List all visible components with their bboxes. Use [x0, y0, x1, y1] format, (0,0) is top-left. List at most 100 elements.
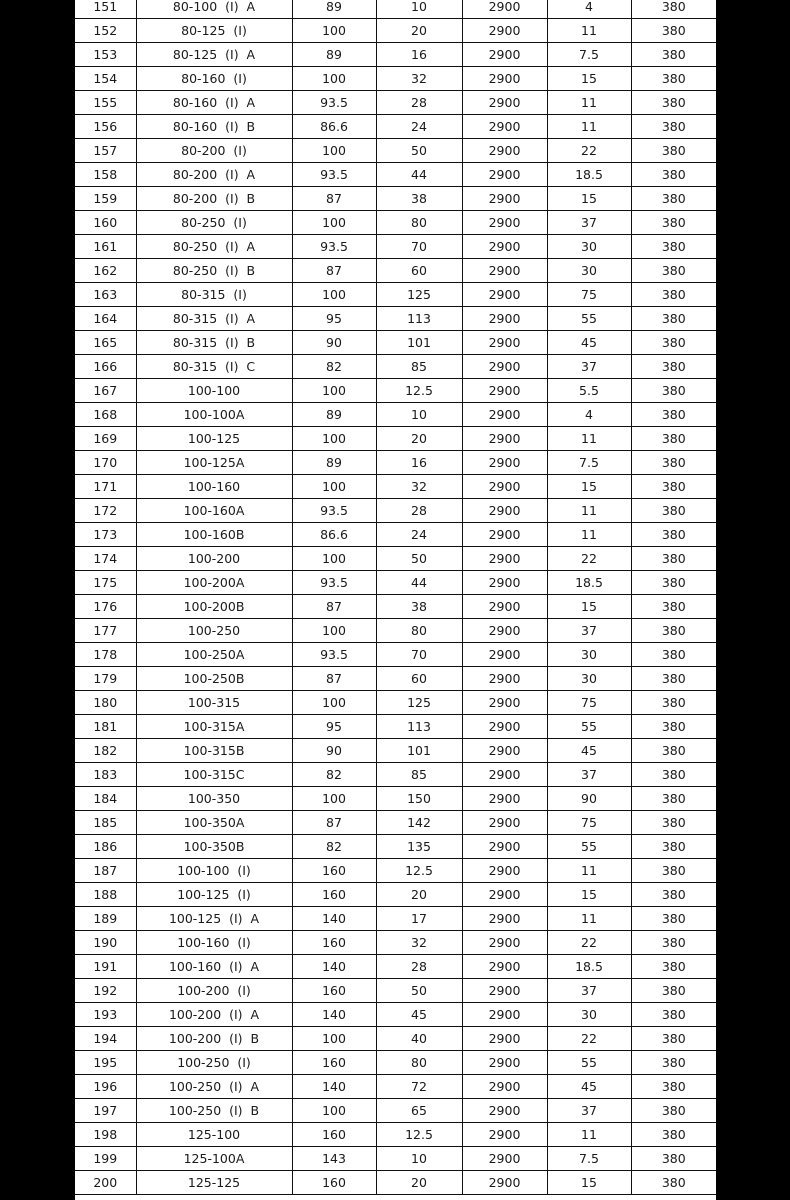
- cell-power: 7.5: [546, 42, 632, 67]
- cell-power: 11: [546, 90, 632, 115]
- cell-flow: 87: [291, 258, 377, 283]
- cell-voltage: 380: [630, 18, 716, 43]
- cell-model: 80-200 (I) A: [135, 162, 293, 187]
- cell-power: 37: [546, 1098, 632, 1123]
- table-row: 161 80-250 (I) A 93.5 70 2900 30 380: [75, 234, 716, 259]
- cell-flow: 89: [291, 0, 377, 19]
- cell-head: 32: [375, 474, 463, 499]
- cell-row-number: 153: [75, 42, 137, 67]
- cell-row-number: 185: [75, 810, 137, 835]
- table-row: 172 100-160A 93.5 28 2900 11 380: [75, 498, 716, 523]
- cell-flow: 140: [291, 954, 377, 979]
- cell-voltage: 380: [630, 1122, 716, 1147]
- cell-model: 80-160 (I) A: [135, 90, 293, 115]
- cell-flow: 160: [291, 1122, 377, 1147]
- cell-model: 80-160 (I): [135, 66, 293, 91]
- cell-model: 100-125: [135, 426, 293, 451]
- cell-power: 11: [546, 498, 632, 523]
- cell-power: 30: [546, 258, 632, 283]
- cell-voltage: 380: [630, 882, 716, 907]
- cell-head: 113: [375, 306, 463, 331]
- cell-flow: 100: [291, 546, 377, 571]
- cell-power: 11: [546, 18, 632, 43]
- cell-model: 125-100: [135, 1122, 293, 1147]
- cell-speed: 2900: [461, 570, 548, 595]
- cell-row-number: 192: [75, 978, 137, 1003]
- cell-model: 100-200 (I) B: [135, 1026, 293, 1051]
- cell-speed: 2900: [461, 906, 548, 931]
- cell-model: 100-200 (I) A: [135, 1002, 293, 1027]
- cell-power: 7.5: [546, 1146, 632, 1171]
- cell-head: 125: [375, 690, 463, 715]
- cell-row-number: 158: [75, 162, 137, 187]
- cell-speed: 2900: [461, 42, 548, 67]
- cell-model: 100-250: [135, 618, 293, 643]
- cell-speed: 2900: [461, 1146, 548, 1171]
- table-row: 153 80-125 (I) A 89 16 2900 7.5 380: [75, 42, 716, 67]
- cell-row-number: 172: [75, 498, 137, 523]
- cell-head: 10: [375, 1146, 463, 1171]
- cell-flow: 140: [291, 1002, 377, 1027]
- cell-speed: 2900: [461, 258, 548, 283]
- cell-voltage: 380: [630, 42, 716, 67]
- cell-model: 100-200: [135, 546, 293, 571]
- table-row: 158 80-200 (I) A 93.5 44 2900 18.5 380: [75, 162, 716, 187]
- cell-voltage: 380: [630, 378, 716, 403]
- cell-row-number: 165: [75, 330, 137, 355]
- cell-voltage: 380: [630, 618, 716, 643]
- cell-head: 16: [375, 42, 463, 67]
- cell-power: 15: [546, 66, 632, 91]
- cell-model: 80-315 (I) C: [135, 354, 293, 379]
- table-row: 190 100-160 (I) 160 32 2900 22 380: [75, 930, 716, 955]
- cell-flow: 100: [291, 138, 377, 163]
- cell-speed: 2900: [461, 162, 548, 187]
- table-row: 174 100-200 100 50 2900 22 380: [75, 546, 716, 571]
- cell-voltage: 380: [630, 642, 716, 667]
- table-row: 198 125-100 160 12.5 2900 11 380: [75, 1122, 716, 1147]
- cell-model: 100-315A: [135, 714, 293, 739]
- table-row: 167 100-100 100 12.5 2900 5.5 380: [75, 378, 716, 403]
- cell-voltage: 380: [630, 282, 716, 307]
- cell-flow: 160: [291, 1170, 377, 1195]
- cell-voltage: 380: [630, 570, 716, 595]
- table-row: 165 80-315 (I) B 90 101 2900 45 380: [75, 330, 716, 355]
- cell-flow: 100: [291, 66, 377, 91]
- cell-speed: 2900: [461, 114, 548, 139]
- cell-row-number: 167: [75, 378, 137, 403]
- cell-row-number: 190: [75, 930, 137, 955]
- cell-row-number: 166: [75, 354, 137, 379]
- cell-power: 11: [546, 522, 632, 547]
- cell-head: 10: [375, 0, 463, 19]
- cell-speed: 2900: [461, 1074, 548, 1099]
- cell-speed: 2900: [461, 738, 548, 763]
- cell-head: 65: [375, 1098, 463, 1123]
- cell-voltage: 380: [630, 258, 716, 283]
- cell-model: 100-250A: [135, 642, 293, 667]
- cell-flow: 143: [291, 1146, 377, 1171]
- cell-power: 37: [546, 978, 632, 1003]
- cell-speed: 2900: [461, 450, 548, 475]
- cell-model: 100-350B: [135, 834, 293, 859]
- cell-model: 80-200 (I) B: [135, 186, 293, 211]
- cell-flow: 100: [291, 378, 377, 403]
- cell-model: 100-160 (I): [135, 930, 293, 955]
- cell-model: 100-125 (I): [135, 882, 293, 907]
- cell-flow: 89: [291, 450, 377, 475]
- cell-flow: 90: [291, 330, 377, 355]
- cell-voltage: 380: [630, 1050, 716, 1075]
- cell-power: 30: [546, 1002, 632, 1027]
- cell-row-number: 189: [75, 906, 137, 931]
- cell-row-number: 181: [75, 714, 137, 739]
- cell-power: 55: [546, 834, 632, 859]
- cell-flow: 160: [291, 978, 377, 1003]
- cell-power: 15: [546, 594, 632, 619]
- cell-speed: 2900: [461, 594, 548, 619]
- cell-row-number: 171: [75, 474, 137, 499]
- pump-spec-sheet: 151 80-100 (I) A 89 10 2900 4 380 152 80-125 (I)…: [75, 0, 716, 1200]
- cell-row-number: 186: [75, 834, 137, 859]
- cell-head: 101: [375, 330, 463, 355]
- cell-voltage: 380: [630, 1002, 716, 1027]
- cell-voltage: 380: [630, 66, 716, 91]
- table-row: 188 100-125 (I) 160 20 2900 15 380: [75, 882, 716, 907]
- table-row: 157 80-200 (I) 100 50 2900 22 380: [75, 138, 716, 163]
